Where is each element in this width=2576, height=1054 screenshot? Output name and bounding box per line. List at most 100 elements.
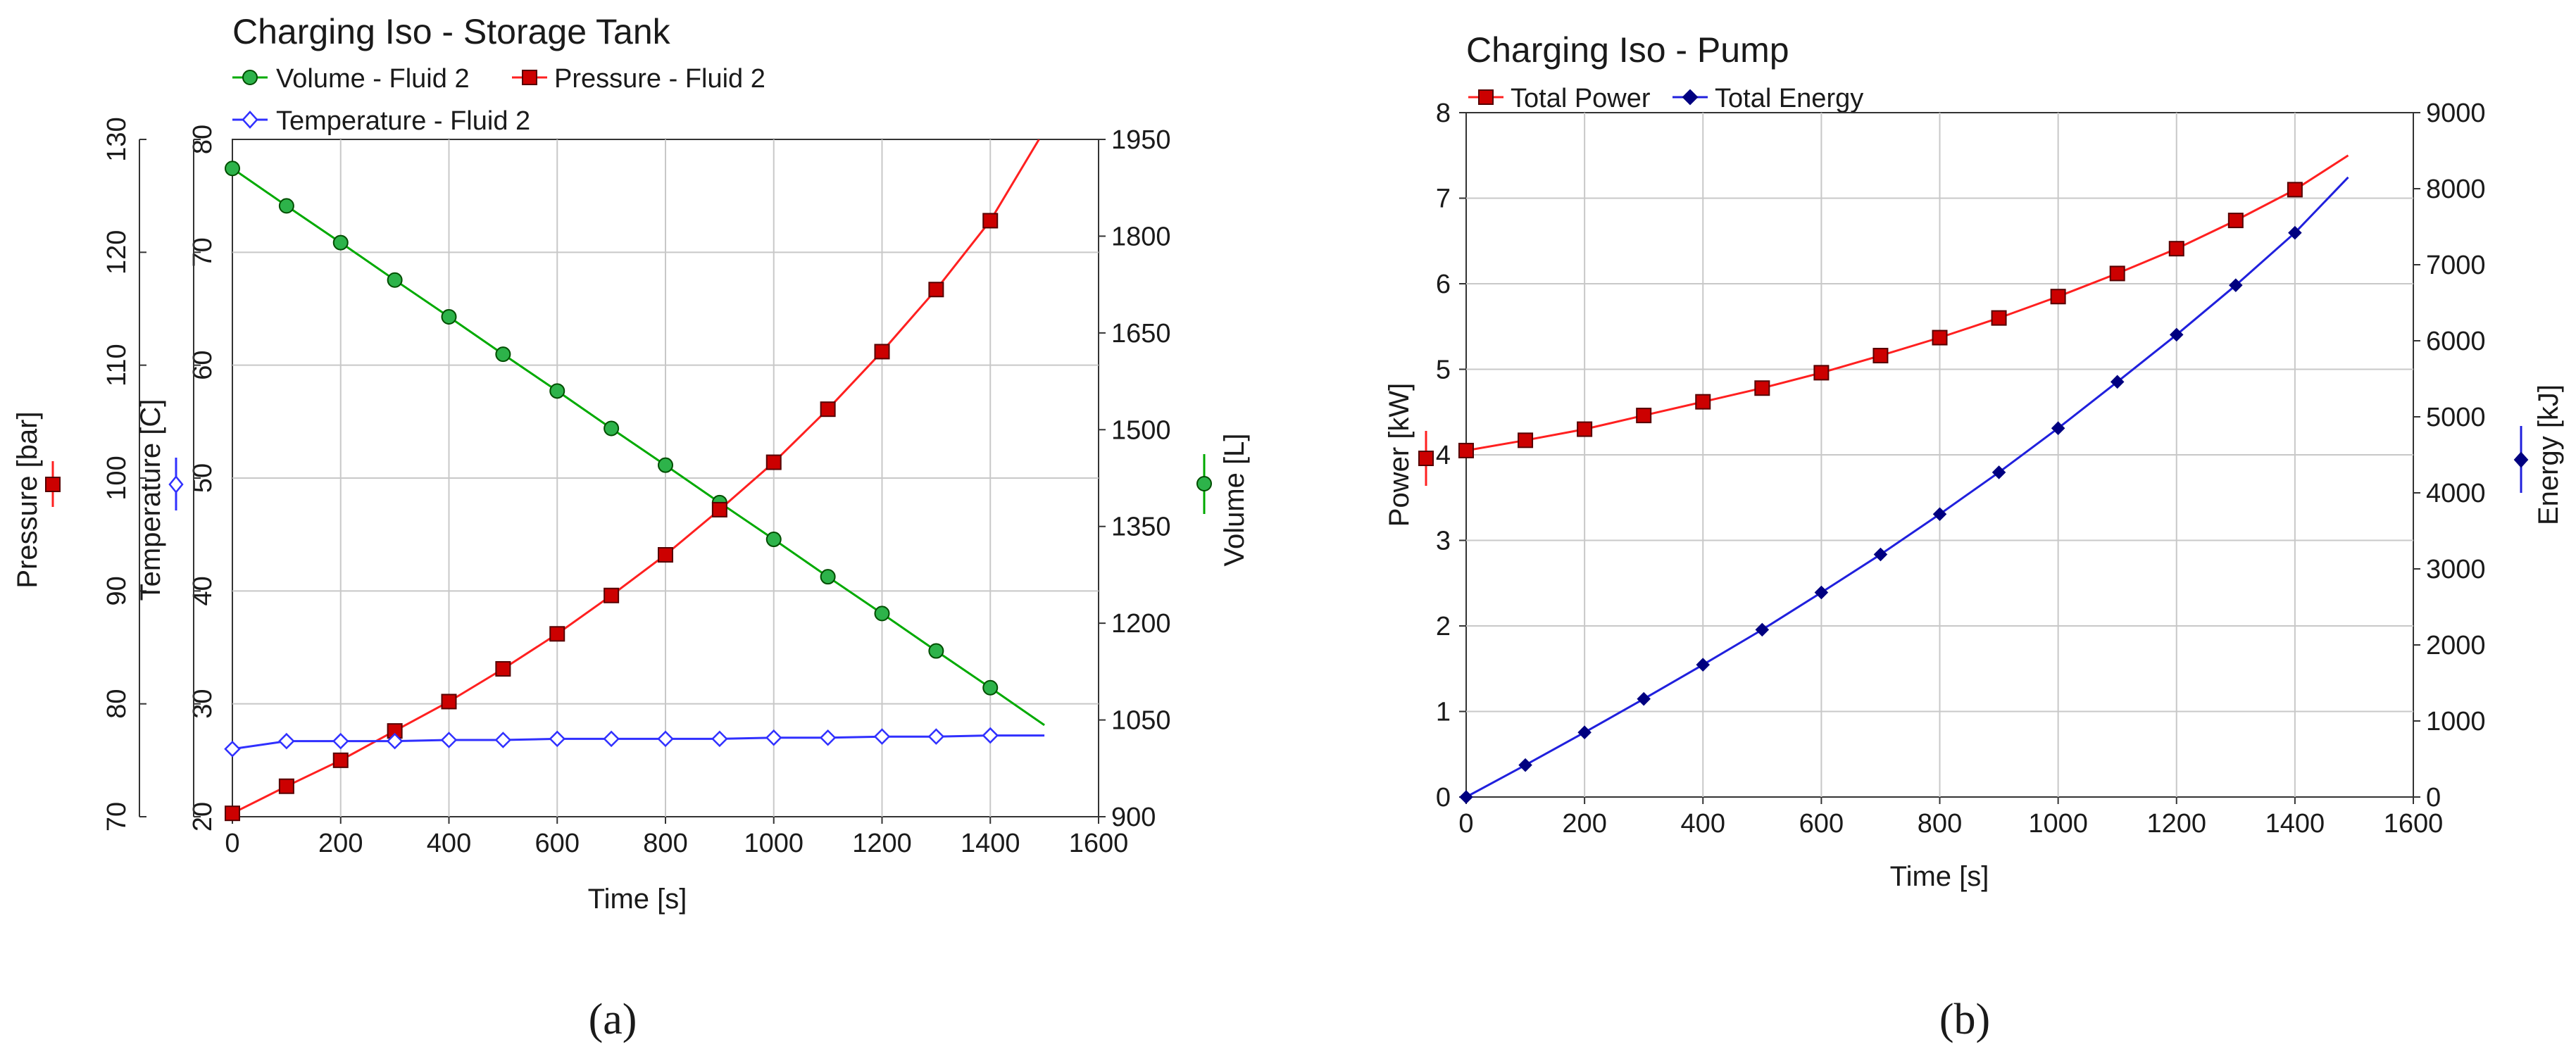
- x-tick-label: 0: [225, 829, 239, 858]
- power-tick-label: 0: [1436, 783, 1451, 813]
- temperature-tick-label: 80: [188, 125, 218, 154]
- power-axis-marker-icon: [1418, 431, 1434, 486]
- x-tick-label: 1400: [961, 829, 1020, 858]
- data-point: [440, 732, 458, 748]
- chart-a-title: Charging Iso - Storage Tank: [232, 12, 671, 51]
- x-tick-label: 1400: [2265, 809, 2325, 839]
- data-point: [1932, 507, 1947, 522]
- temperature-tick-label: 70: [188, 237, 218, 267]
- chart-a-gridlines: [232, 139, 1099, 817]
- data-point: [225, 805, 240, 822]
- energy-axis-marker-icon: [2513, 426, 2529, 493]
- data-point: [765, 454, 782, 470]
- data-point: [658, 457, 673, 473]
- temperature-axis-label: Temperature [C]: [135, 399, 166, 601]
- data-point: [549, 626, 565, 642]
- pressure-axis-label: Pressure [bar]: [12, 411, 43, 588]
- data-point: [2169, 327, 2184, 342]
- data-point: [711, 730, 728, 748]
- data-point: [2109, 265, 2125, 282]
- x-tick-label: 600: [535, 829, 580, 858]
- data-point: [278, 198, 294, 214]
- x-tick-label: 1200: [852, 829, 912, 858]
- pressure-axis-marker-icon: [45, 461, 61, 507]
- energy-tick-label: 0: [2426, 783, 2441, 813]
- energy-axis-label: Energy [kJ]: [2533, 384, 2564, 525]
- data-point: [928, 643, 944, 659]
- data-point: [2168, 241, 2184, 257]
- chart-b-x-ticks: 0 200 400 600 800 1000 1200 1400 1600: [1458, 797, 2443, 839]
- data-point: [874, 344, 890, 360]
- x-tick-label: 400: [427, 829, 471, 858]
- data-point: [441, 694, 457, 710]
- series-line-1: [232, 139, 1040, 815]
- pressure-tick-label: 90: [102, 576, 132, 606]
- power-tick-label: 4: [1436, 441, 1451, 470]
- data-point: [1459, 790, 1473, 804]
- data-point: [2051, 421, 2065, 435]
- legend-total-power-label: Total Power: [1511, 84, 1651, 113]
- pressure-tick-label: 70: [102, 802, 132, 832]
- temperature-tick-label: 40: [188, 576, 218, 606]
- chart-a-x-ticks: 0 200 400 600 800 1000 1200 1400 1600: [225, 817, 1128, 858]
- data-point: [819, 729, 837, 746]
- data-point: [2287, 182, 2303, 198]
- volume-tick-label: 1950: [1111, 125, 1171, 155]
- x-tick-label: 1600: [2384, 809, 2444, 839]
- data-point: [332, 234, 349, 251]
- x-tick-label: 600: [1799, 809, 1844, 839]
- x-tick-label: 400: [1681, 809, 1725, 839]
- temperature-tick-label: 30: [188, 689, 218, 719]
- chart-b-gridlines: [1466, 113, 2413, 797]
- pressure-tick-label: 100: [102, 456, 132, 500]
- chart-b-power-ticks: 0 1 2 3 4 5 6 7 8: [1436, 99, 1466, 813]
- power-tick-label: 1: [1436, 698, 1451, 727]
- data-point: [1754, 380, 1770, 396]
- x-tick-label: 800: [1918, 809, 1962, 839]
- data-point: [494, 732, 512, 748]
- x-tick-label: 200: [318, 829, 363, 858]
- data-point: [332, 732, 349, 750]
- data-point: [982, 213, 999, 229]
- data-point: [2050, 289, 2066, 305]
- series-line-2: [232, 734, 1045, 751]
- x-tick-label: 1200: [2146, 809, 2206, 839]
- chart-a-xlabel: Time [s]: [588, 884, 687, 915]
- data-point: [278, 732, 295, 750]
- data-point: [441, 308, 457, 325]
- volume-tick-label: 1200: [1111, 609, 1171, 639]
- data-point: [495, 660, 511, 677]
- data-point: [225, 161, 240, 177]
- energy-tick-label: 8000: [2426, 175, 2486, 204]
- volume-tick-label: 1350: [1111, 513, 1171, 542]
- power-axis-label: Power [kW]: [1384, 383, 1415, 527]
- data-point: [387, 272, 403, 288]
- data-point: [1518, 432, 1534, 448]
- chart-pump: Charging Iso - Pump Total Power Total En…: [1384, 30, 2564, 1043]
- volume-axis-marker-icon: [1196, 454, 1212, 514]
- data-point: [927, 728, 945, 745]
- chart-b-xlabel: Time [s]: [1890, 861, 1989, 892]
- data-point: [765, 729, 782, 746]
- legend-circle-icon: [242, 70, 258, 85]
- chart-b-series: [1458, 154, 2349, 804]
- data-point: [1872, 348, 1889, 364]
- temperature-tick-label: 60: [188, 351, 218, 380]
- data-point: [2229, 278, 2243, 292]
- x-tick-label: 1000: [744, 829, 804, 858]
- legend-diamond-icon: [242, 111, 258, 129]
- data-point: [549, 730, 566, 748]
- energy-tick-label: 7000: [2426, 251, 2486, 280]
- chart-b-title: Charging Iso - Pump: [1466, 30, 1789, 70]
- chart-a-legend: Volume - Fluid 2 Pressure - Fluid 2 Temp…: [232, 64, 765, 136]
- chart-b-legend: Total Power Total Energy: [1468, 84, 1863, 113]
- volume-tick-label: 1800: [1111, 222, 1171, 251]
- x-tick-label: 200: [1562, 809, 1606, 839]
- data-point: [1577, 725, 1592, 739]
- data-point: [1518, 758, 1532, 772]
- data-point: [711, 501, 727, 517]
- power-tick-label: 2: [1436, 612, 1451, 641]
- data-point: [1636, 408, 1652, 424]
- temperature-tick-label: 20: [188, 802, 218, 832]
